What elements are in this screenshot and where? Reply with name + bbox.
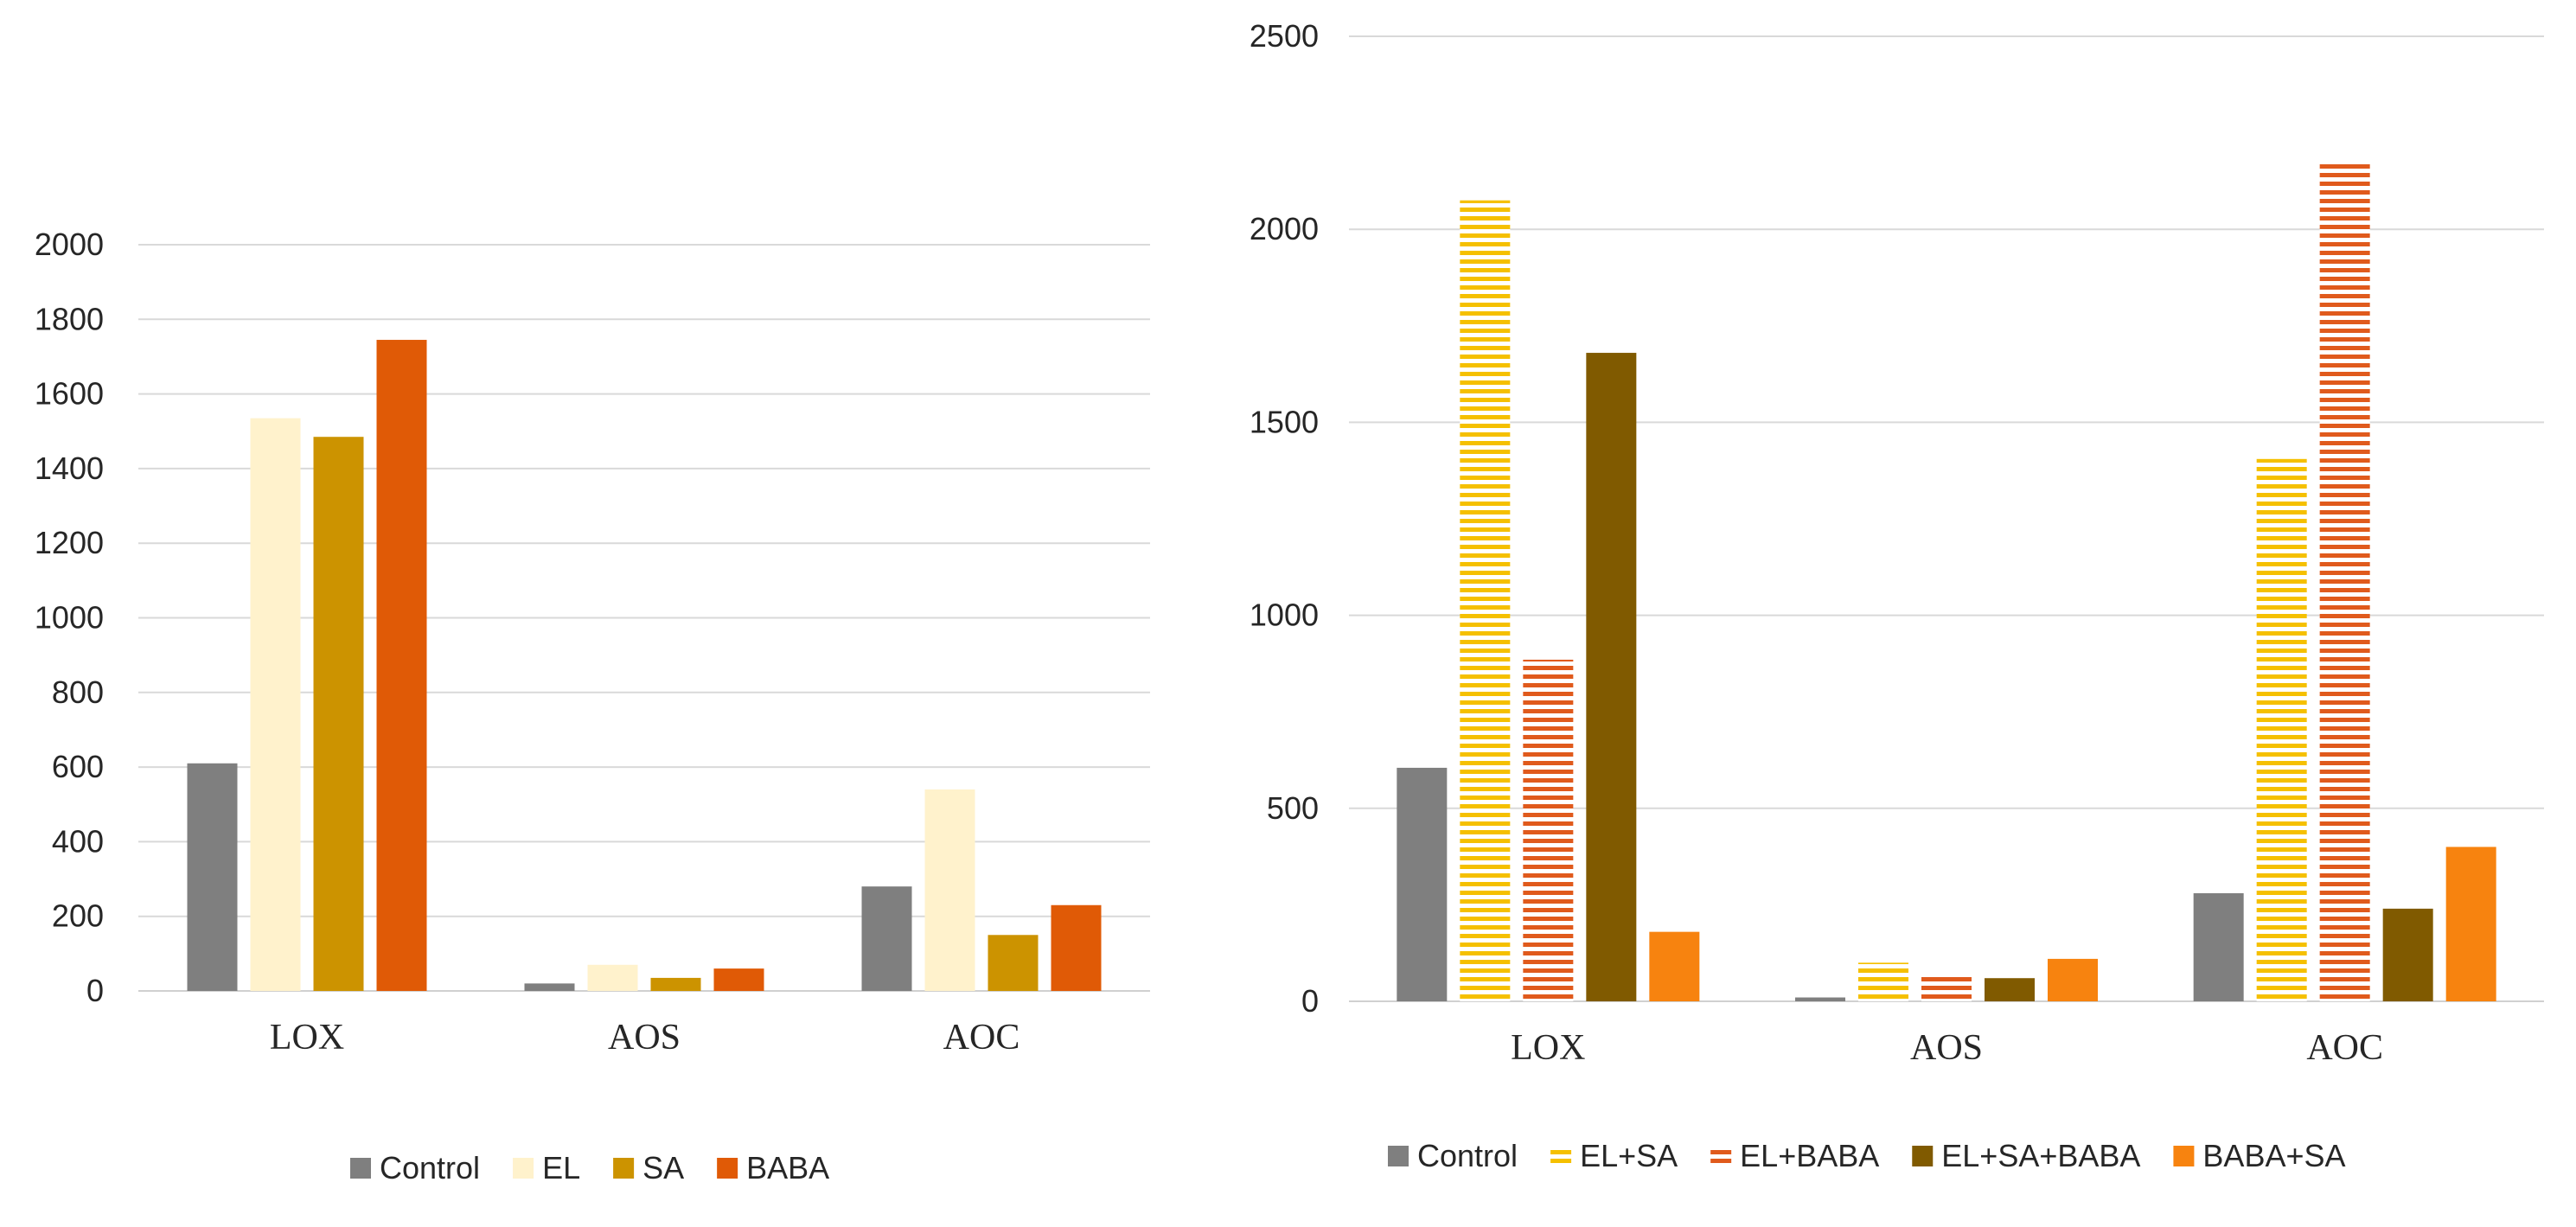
legend-swatch-el-sa <box>1550 1146 1572 1166</box>
legend-swatch-control <box>1388 1146 1409 1166</box>
bar-control-lox <box>1397 767 1448 1001</box>
legend-label-el-sa: EL+SA <box>1580 1138 1678 1173</box>
bar-control-aoc <box>2193 893 2244 1001</box>
bar-el-sa-aos <box>1858 962 1908 1001</box>
category-label-aos: AOS <box>1910 1028 1983 1068</box>
legend-swatch-el <box>513 1158 534 1179</box>
bar-el-sa-lox <box>1460 200 1511 1002</box>
bar-el-baba-aoc <box>2319 163 2370 1001</box>
y-tick-label: 1000 <box>35 600 104 636</box>
y-tick-label: 400 <box>52 823 104 859</box>
category-label-lox: LOX <box>1511 1028 1585 1068</box>
bar-el-sa-baba-lox <box>1586 353 1637 1002</box>
bar-el-sa-aoc <box>2256 458 2307 1001</box>
bar-baba-sa-aos <box>2048 958 2098 1001</box>
y-tick-label: 0 <box>1301 983 1319 1019</box>
bar-control-aoc <box>861 886 912 991</box>
left-bar-chart: 0 200 400 600 800 1000 1200 1400 1600 1800 2000 LOX… <box>35 227 1150 1185</box>
bar-sa-aoc <box>988 935 1039 991</box>
y-tick-label: 0 <box>86 973 104 1008</box>
legend-swatch-control <box>350 1158 371 1179</box>
y-tick-label: 1000 <box>1250 598 1319 633</box>
bar-el-sa-baba-aos <box>1985 978 2035 1001</box>
bar-baba-aoc <box>1051 904 1102 991</box>
y-tick-label: 500 <box>1267 790 1319 826</box>
legend-label-el: EL <box>542 1150 580 1185</box>
y-tick-label: 1500 <box>1250 404 1319 439</box>
category-label-aos: AOS <box>608 1018 681 1058</box>
y-tick-label: 600 <box>52 749 104 784</box>
y-tick-label: 2000 <box>35 227 104 262</box>
y-tick-label: 800 <box>52 674 104 710</box>
y-tick-label: 200 <box>52 898 104 934</box>
y-tick-label: 1200 <box>35 525 104 560</box>
bar-el-aos <box>587 964 638 991</box>
legend-swatch-el-baba <box>1710 1146 1732 1166</box>
y-tick-label: 1600 <box>35 376 104 412</box>
legend-swatch-baba <box>717 1158 738 1179</box>
bar-control-aos <box>524 983 575 991</box>
category-label-aoc: AOC <box>943 1018 1020 1058</box>
legend-swatch-baba-sa <box>2173 1146 2195 1166</box>
y-tick-label: 2500 <box>1250 18 1319 54</box>
bar-el-aoc <box>924 789 975 991</box>
bar-baba-lox <box>376 340 427 992</box>
y-tick-label: 1800 <box>35 301 104 336</box>
bar-el-baba-aos <box>1921 974 1972 1001</box>
category-label-aoc: AOC <box>2306 1028 2383 1068</box>
bar-control-aos <box>1795 997 1845 1001</box>
right-bar-chart: 0 500 1000 1500 2000 2500 LOX AOS AOC Control EL+S… <box>1250 18 2544 1173</box>
legend-swatch-sa <box>613 1158 635 1179</box>
legend-label-baba-sa: BABA+SA <box>2202 1138 2345 1173</box>
bar-baba-sa-aoc <box>2445 847 2496 1001</box>
bar-sa-lox <box>313 437 364 991</box>
legend-label-control: Control <box>380 1150 480 1185</box>
bar-el-baba-lox <box>1523 659 1574 1001</box>
bar-sa-aos <box>650 977 701 991</box>
legend-label-control: Control <box>1417 1138 1518 1173</box>
category-label-lox: LOX <box>270 1018 344 1058</box>
legend-label-sa: SA <box>642 1150 684 1185</box>
bar-baba-aos <box>713 968 764 991</box>
bar-control-lox <box>187 763 238 991</box>
bar-el-sa-baba-aoc <box>2382 908 2433 1001</box>
legend-label-el-sa-baba: EL+SA+BABA <box>1941 1138 2140 1173</box>
y-tick-label: 2000 <box>1250 211 1319 246</box>
legend-swatch-el-sa-baba <box>1912 1146 1934 1166</box>
legend-label-baba: BABA <box>746 1150 829 1185</box>
legend-label-el-baba: EL+BABA <box>1740 1138 1879 1173</box>
y-tick-label: 1400 <box>35 451 104 486</box>
bar-el-lox <box>250 418 301 992</box>
bar-baba-sa-lox <box>1649 931 1700 1001</box>
